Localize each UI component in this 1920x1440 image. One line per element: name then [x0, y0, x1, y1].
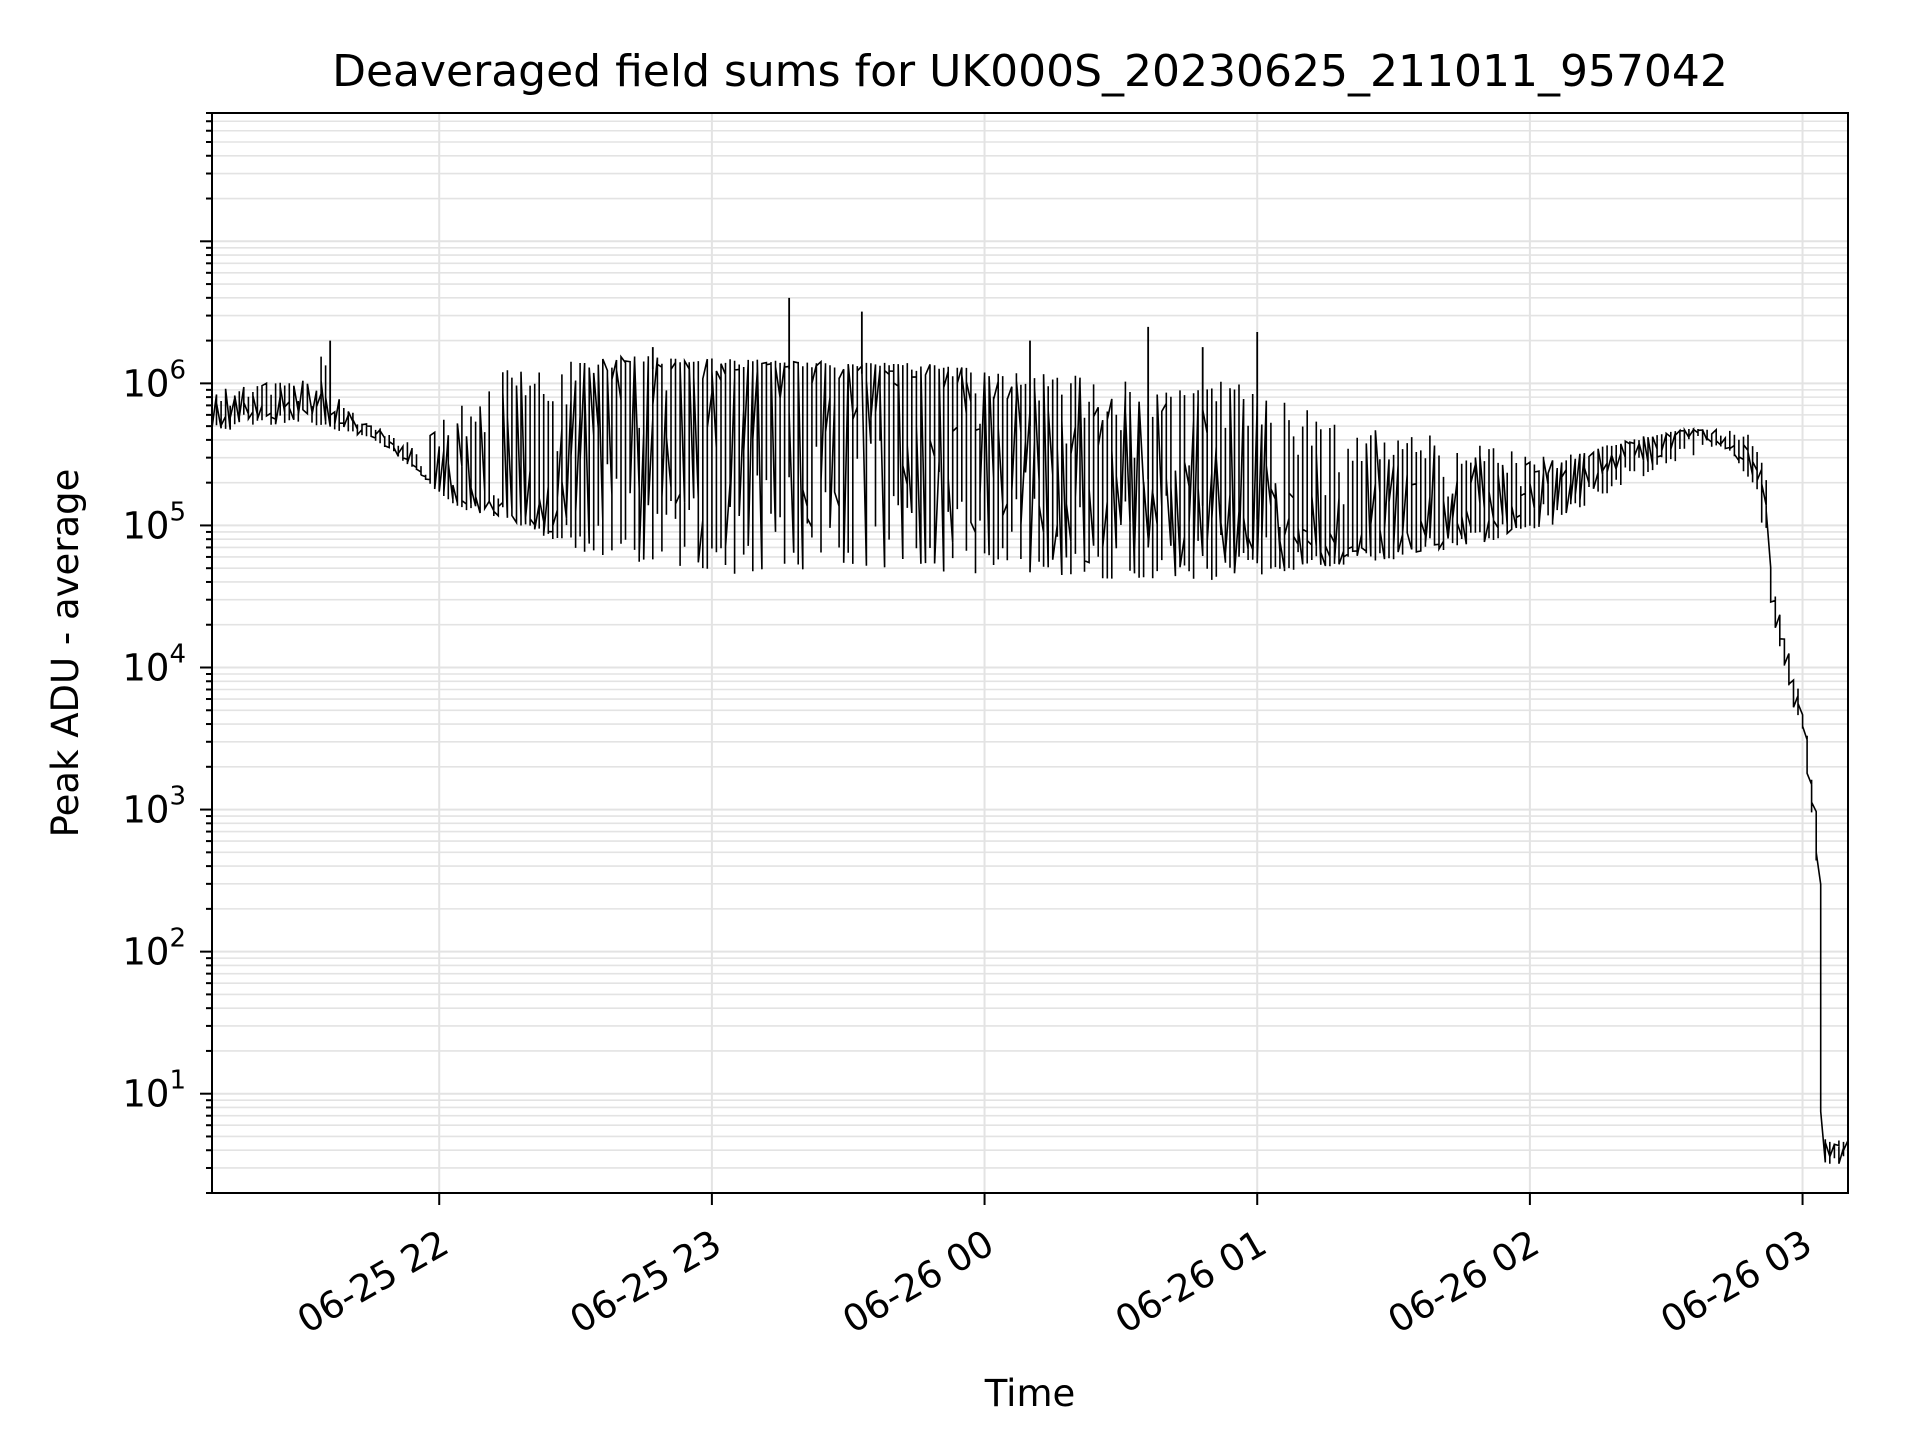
x-tick-label: 06-26 00: [835, 1222, 1001, 1342]
series-layer: [211, 297, 1849, 1164]
plot-frame: [211, 112, 1849, 1194]
y-tick-label: 106: [122, 355, 186, 405]
y-axis: 101 102 103 104 105 106: [122, 112, 212, 1194]
y-tick-label: 101: [122, 1066, 186, 1116]
chart-title: Deaveraged field sums for UK000S_2023062…: [332, 46, 1728, 97]
x-tick-label: 06-25 23: [563, 1222, 729, 1342]
y-tick-label: 102: [122, 924, 186, 974]
x-axis: 06-25 22 06-25 23 06-26 00 06-26 01 06-26 02…: [290, 1193, 1819, 1342]
y-axis-label: Peak ADU - average: [44, 469, 87, 838]
y-tick-label: 105: [122, 497, 186, 547]
x-tick-label: 06-26 01: [1108, 1222, 1274, 1342]
grid: [212, 112, 1848, 1194]
x-axis-label: Time: [984, 1372, 1076, 1415]
y-tick-label: 104: [122, 639, 186, 689]
data-line: [211, 354, 1849, 1164]
x-tick-label: 06-25 22: [290, 1222, 456, 1342]
y-tick-label: 103: [122, 782, 186, 832]
x-tick-label: 06-26 03: [1653, 1222, 1819, 1342]
x-tick-label: 06-26 02: [1381, 1222, 1547, 1342]
